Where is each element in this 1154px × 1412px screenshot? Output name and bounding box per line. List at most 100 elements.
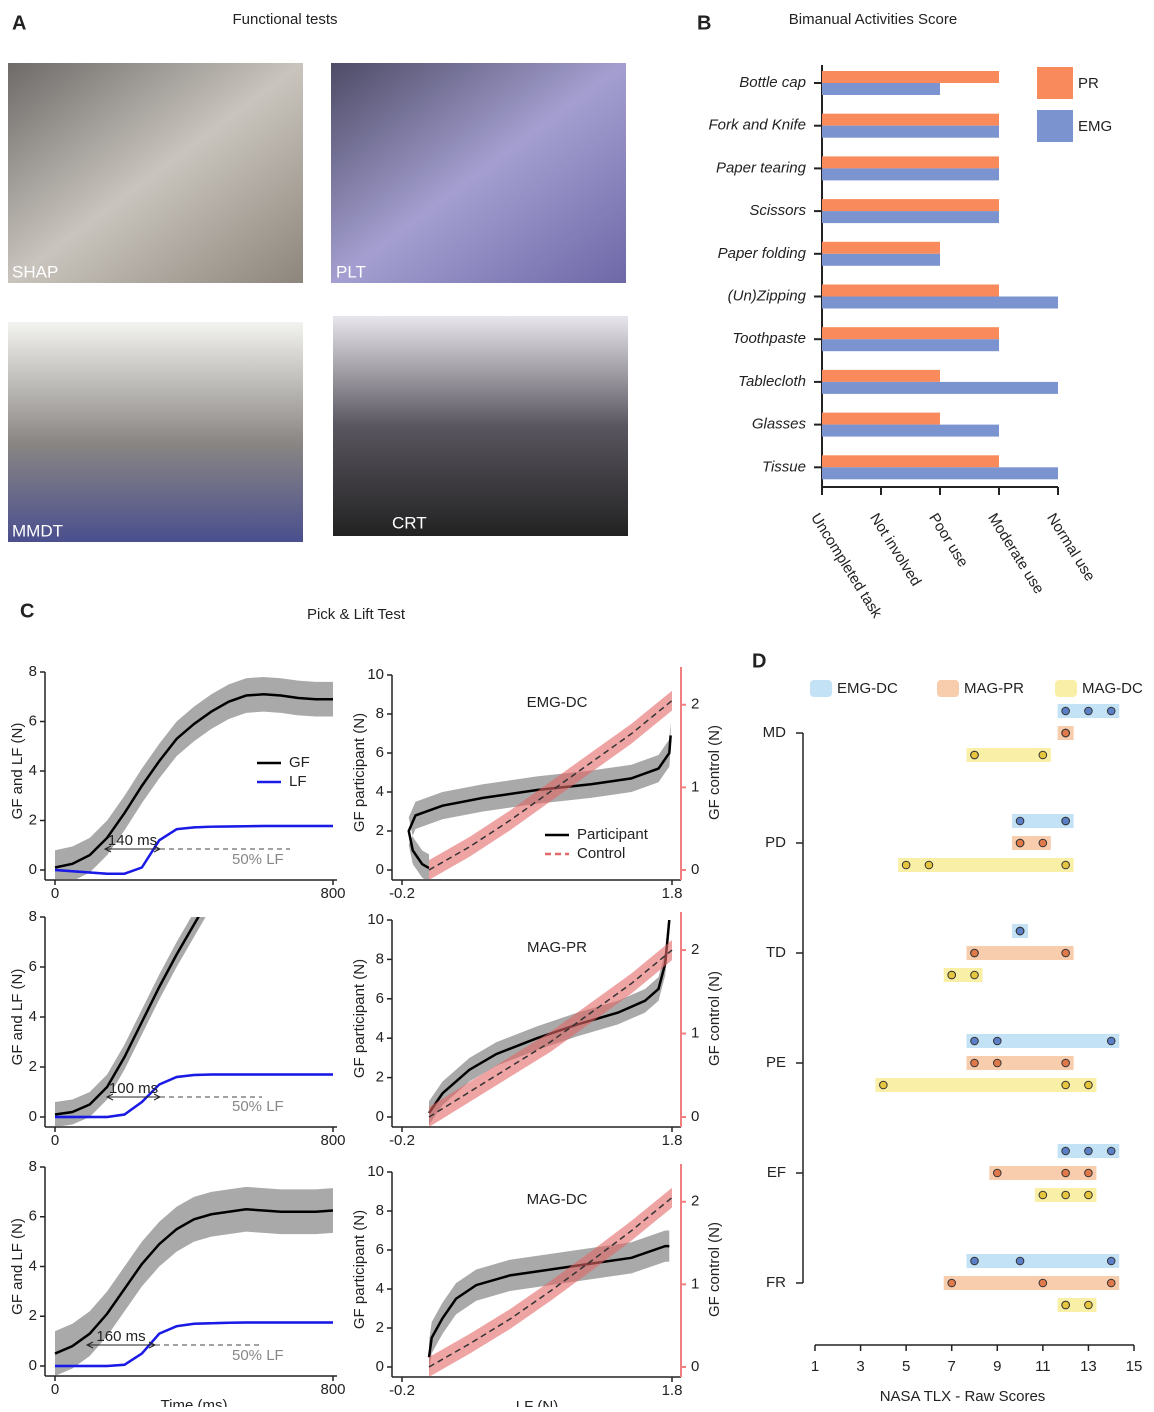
photo: CRT: [333, 316, 628, 536]
bar: [822, 455, 999, 467]
dot: [1107, 1147, 1115, 1155]
range-bar: [898, 858, 1073, 872]
bar: [822, 199, 999, 211]
dot: [1062, 1301, 1070, 1309]
annotation: 140 ms: [108, 832, 157, 849]
bar: [822, 114, 999, 126]
bar: [822, 297, 1058, 309]
x-tick-label: 15: [1126, 1358, 1143, 1375]
y2-axis-label: GF control (N): [706, 971, 723, 1066]
x-axis-label: LF (N): [516, 1398, 559, 1407]
bar: [822, 425, 999, 437]
bar: [822, 156, 999, 168]
dot: [1062, 1169, 1070, 1177]
x-tick-label: 0: [51, 1381, 59, 1398]
dot: [1062, 1191, 1070, 1199]
bar: [822, 382, 1058, 394]
y-tick-label: 8: [29, 1158, 37, 1175]
bar: [822, 285, 999, 297]
chart-title: MAG-DC: [527, 1191, 588, 1208]
y-tick-label: 10: [367, 666, 384, 683]
x-axis-label: Time (ms): [161, 1397, 228, 1407]
dot: [1107, 1257, 1115, 1265]
range-bar: [989, 1166, 1096, 1180]
category-label: MD: [763, 724, 786, 741]
x-tick-label: 1.8: [662, 1382, 683, 1399]
x-tick-label: 3: [856, 1358, 864, 1375]
y-tick-label: 4: [376, 783, 384, 800]
dot: [1062, 1081, 1070, 1089]
plot-area: [55, 1187, 333, 1376]
legend-label: EMG-DC: [837, 680, 898, 697]
category-label: Tablecloth: [738, 373, 806, 390]
dot: [993, 1037, 1001, 1045]
bar: [822, 168, 999, 180]
y-tick-label: 2: [376, 1069, 384, 1086]
dot: [925, 861, 933, 869]
legend-label: MAG-DC: [1082, 680, 1143, 697]
y-tick-label: 4: [376, 1029, 384, 1046]
photo-label: CRT: [392, 513, 427, 532]
dot: [902, 861, 910, 869]
x-tick-label: 5: [902, 1358, 910, 1375]
dot: [1039, 839, 1047, 847]
reference-label: 50% LF: [232, 1347, 284, 1364]
y2-tick-label: 0: [691, 861, 699, 878]
legend-label: Participant: [577, 826, 649, 843]
y-tick-label: 10: [367, 911, 384, 928]
legend-swatch: [1037, 110, 1073, 142]
panel-title: Pick & Lift Test: [307, 606, 406, 623]
x-tick-label: 9: [993, 1358, 1001, 1375]
reference-label: 50% LF: [232, 851, 284, 868]
legend-label: Control: [577, 845, 625, 862]
reference-label: 50% LF: [232, 1098, 284, 1115]
y-tick-label: 4: [376, 1280, 384, 1297]
dot: [1085, 1081, 1093, 1089]
dot: [971, 971, 979, 979]
panel-title: Functional tests: [232, 11, 337, 28]
x-axis-label: NASA TLX - Raw Scores: [880, 1388, 1046, 1405]
photo: SHAP: [8, 63, 303, 283]
y-tick-label: 0: [376, 1108, 384, 1125]
y-tick-label: 6: [29, 1208, 37, 1225]
x-tick-label: 800: [320, 1132, 345, 1149]
y-axis-label: GF participant (N): [351, 713, 368, 832]
legend-label: PR: [1078, 75, 1099, 92]
photo-label: PLT: [336, 262, 366, 281]
dot: [993, 1169, 1001, 1177]
panel-letter: C: [20, 600, 34, 622]
x-tick-label: Moderate use: [984, 510, 1047, 597]
category-label: Fork and Knife: [708, 117, 806, 134]
bar: [822, 211, 999, 223]
photo-label: SHAP: [12, 262, 58, 281]
y-axis-label: GF participant (N): [351, 1210, 368, 1329]
y-tick-label: 2: [29, 1058, 37, 1075]
y-tick-label: 8: [376, 950, 384, 967]
figure: A Functional tests B C Pick & Lift Test …: [0, 0, 1154, 1407]
dot: [1062, 949, 1070, 957]
y-tick-label: 6: [376, 1241, 384, 1258]
legend-swatch: [1055, 680, 1077, 697]
x-tick-label: 800: [320, 885, 345, 902]
y-tick-label: 4: [29, 762, 37, 779]
dot: [1085, 1147, 1093, 1155]
plot-area: [55, 882, 333, 1127]
category-label: FR: [766, 1274, 786, 1291]
range-bar: [967, 1056, 1074, 1070]
chart-title: Bimanual Activities Score: [789, 11, 957, 28]
dot: [1085, 707, 1093, 715]
bar: [822, 370, 940, 382]
y-tick-label: 10: [367, 1163, 384, 1180]
dot: [971, 1059, 979, 1067]
x-tick-label: -0.2: [389, 1132, 415, 1149]
dot: [1062, 729, 1070, 737]
panel-letter: A: [12, 12, 26, 34]
legend-label: EMG: [1078, 118, 1112, 135]
y2-tick-label: 2: [691, 1193, 699, 1210]
y-tick-label: 6: [29, 712, 37, 729]
y2-tick-label: 2: [691, 941, 699, 958]
y-tick-label: 0: [376, 1358, 384, 1375]
x-tick-label: 0: [51, 885, 59, 902]
x-tick-label: 0: [51, 1132, 59, 1149]
dot: [1107, 1279, 1115, 1287]
